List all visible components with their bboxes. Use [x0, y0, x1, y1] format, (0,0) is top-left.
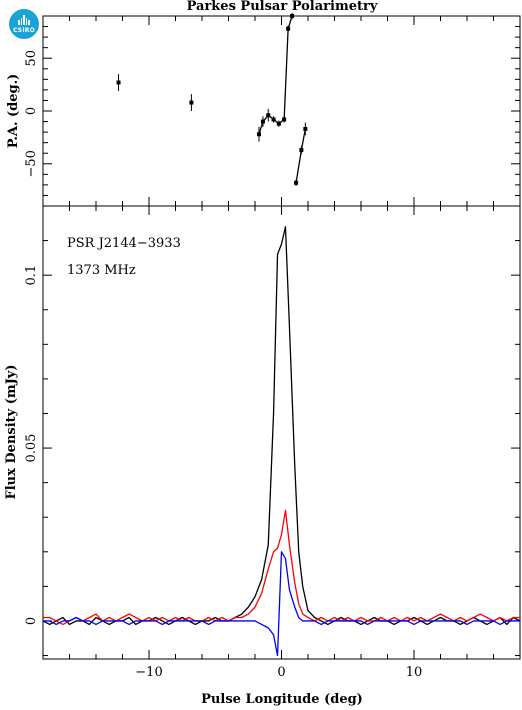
pa-connector-line — [287, 15, 293, 29]
logo-bars-icon — [18, 15, 30, 25]
pa-point — [294, 180, 299, 185]
flux-xtick-label: 0 — [277, 665, 285, 680]
flux-xtick-label: −10 — [135, 665, 162, 680]
flux-ytick-label: 0.05 — [24, 434, 39, 463]
flux-ytick-label: 0.1 — [24, 265, 39, 286]
x-axis-label: Pulse Longitude (deg) — [201, 692, 363, 707]
pa-point — [116, 80, 121, 85]
flux-axis-label: Flux Density (mJy) — [4, 365, 19, 500]
flux-series-circular — [43, 551, 520, 657]
pa-point — [276, 121, 281, 126]
logo-text: CSIRO — [13, 27, 35, 34]
pa-point — [189, 100, 194, 105]
pa-plot-frame — [42, 15, 521, 207]
pa-axis-label: P.A. (deg.) — [6, 74, 21, 149]
pa-panel: −50 0 50 P.A. (deg.) — [6, 12, 521, 207]
pa-ytick-label: 0 — [24, 107, 39, 115]
flux-panel: 0 0.05 0.1 −10 0 10 Flux Density (mJy) Pulse … — [4, 205, 521, 707]
pa-point — [286, 26, 291, 31]
flux-xtick-label: 10 — [406, 665, 423, 680]
pa-point — [282, 117, 287, 122]
pa-point — [271, 117, 276, 122]
pa-point — [256, 132, 261, 137]
pulsar-name: PSR J2144−3933 — [67, 236, 181, 251]
pa-point — [299, 148, 304, 153]
pa-ytick-label: −50 — [24, 150, 39, 177]
pa-point — [260, 119, 265, 124]
chart-title: Parkes Pulsar Polarimetry — [187, 0, 378, 14]
csiro-logo: CSIRO — [9, 9, 39, 39]
pa-point — [290, 14, 295, 18]
flux-ytick-label: 0 — [24, 617, 39, 625]
pa-ytick-label: 50 — [24, 50, 39, 67]
pa-connector-line — [295, 128, 306, 183]
flux-series-total — [42, 226, 521, 626]
flux-series-linear — [43, 509, 520, 626]
frequency-label: 1373 MHz — [67, 263, 136, 278]
pa-point — [266, 113, 271, 118]
pa-point — [303, 126, 308, 131]
